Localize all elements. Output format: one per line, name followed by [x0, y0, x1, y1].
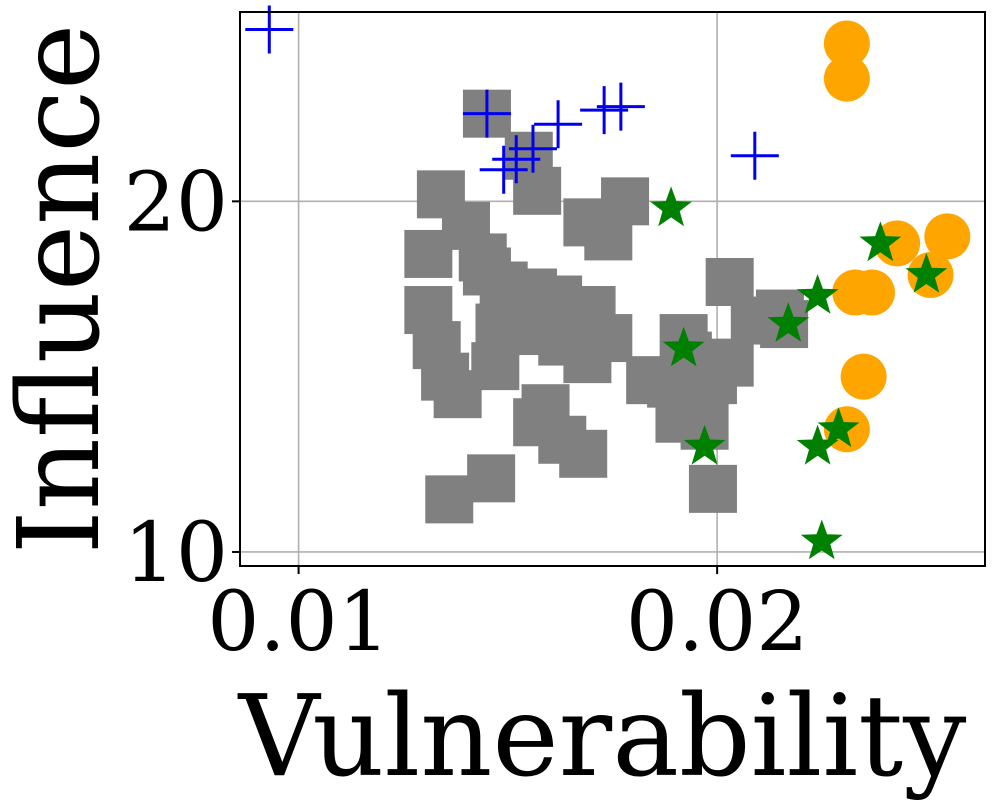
gray-square-point: [584, 314, 633, 363]
blue-plus-point: [462, 89, 511, 138]
data-marks: [245, 5, 971, 560]
gray-square-point: [584, 212, 633, 261]
x-axis-label: Vulnerability: [237, 672, 967, 802]
green-star-point: [662, 326, 705, 367]
green-star-point: [905, 253, 948, 293]
blue-plus-point: [534, 100, 583, 149]
orange-circle-point: [823, 20, 870, 67]
gray-square-point: [462, 247, 511, 296]
gray-square-point: [404, 229, 453, 278]
gray-square-point: [688, 464, 737, 513]
orange-circle-point: [848, 269, 895, 316]
plot-frame: [239, 11, 986, 567]
gray-square-point: [705, 338, 754, 387]
x-tick-label: 0.02: [626, 575, 809, 670]
green-star-point: [800, 519, 843, 560]
y-axis-label: Influence: [0, 24, 125, 555]
blue-plus-point: [730, 131, 779, 180]
gray-square-point: [425, 475, 474, 524]
x-tick-label: 0.01: [207, 575, 390, 670]
green-star-point: [796, 274, 839, 314]
green-star-point: [859, 221, 902, 262]
gray-square-point: [559, 429, 608, 478]
y-tick-label: 20: [124, 155, 228, 250]
orange-circle-point: [924, 213, 971, 260]
blue-plus-point: [596, 82, 645, 131]
blue-plus-point: [245, 5, 294, 54]
gray-square-point: [513, 166, 562, 215]
green-star-point: [650, 186, 692, 227]
y-tick-label: 10: [124, 506, 228, 601]
tick-labels: 0.01 0.02 10 20: [124, 155, 809, 670]
blue-plus-point: [508, 124, 557, 173]
green-star-point: [683, 424, 726, 465]
orange-circle-point: [840, 353, 887, 400]
green-star-point: [767, 302, 810, 342]
orange-circle-point: [823, 55, 870, 102]
blue-plus-point: [479, 145, 528, 194]
green-star-point: [817, 407, 860, 448]
green-star-point: [796, 424, 839, 465]
gray-square-point: [471, 342, 520, 391]
gray-square-point: [467, 454, 516, 503]
